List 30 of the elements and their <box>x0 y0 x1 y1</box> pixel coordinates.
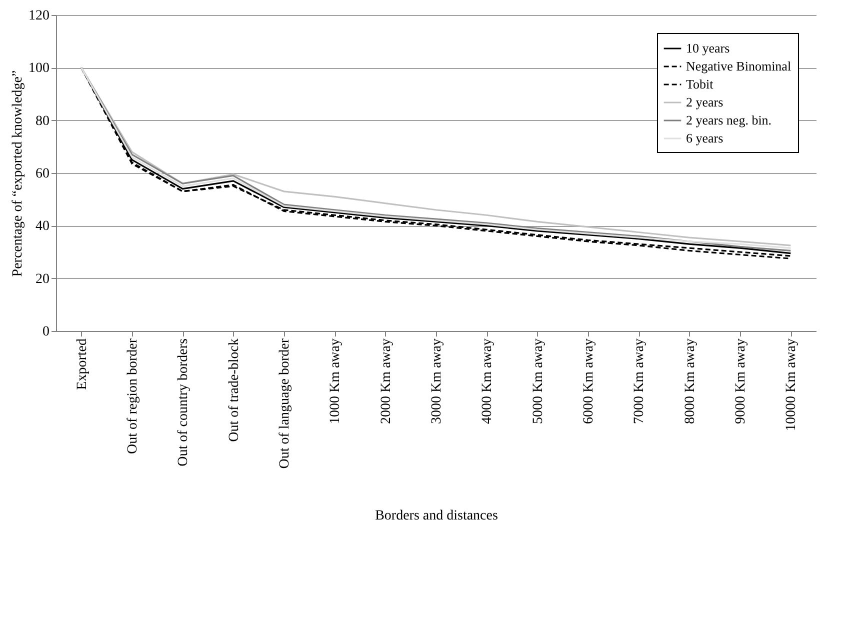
x-tick-label: 8000 Km away <box>682 338 698 424</box>
y-tick-label: 20 <box>36 272 50 287</box>
x-tick-label: 7000 Km away <box>632 338 648 424</box>
y-tick-label: 40 <box>36 219 50 234</box>
y-axis-title: Percentage of “exported knowledge” <box>10 70 26 277</box>
legend-label: 2 years <box>686 94 724 110</box>
legend-label: 2 years neg. bin. <box>686 112 772 128</box>
y-tick-label: 120 <box>28 8 50 24</box>
x-tick-label: 10000 Km away <box>784 338 800 432</box>
x-tick-label: 3000 Km away <box>430 338 444 424</box>
y-tick-label: 80 <box>36 114 50 129</box>
legend-label: 10 years <box>686 40 730 56</box>
x-axis-title: Borders and distances <box>375 508 498 524</box>
x-tick-label: Out of region border <box>126 338 140 454</box>
y-tick-label: 60 <box>36 166 50 182</box>
x-tick-label: 4000 Km away <box>480 338 496 424</box>
x-tick-label: 2000 Km away <box>378 338 394 424</box>
x-tick-label: 1000 Km away <box>328 338 344 424</box>
x-tick-label: Out of country borders <box>176 338 192 466</box>
x-tick-label: 9000 Km away <box>734 338 748 424</box>
x-tick-label: 5000 Km away <box>530 338 546 424</box>
legend-label: Tobit <box>686 76 714 92</box>
x-tick-label: 6000 Km away <box>582 338 596 424</box>
legend-label: 6 years <box>686 130 724 146</box>
y-tick-label: 100 <box>28 61 50 76</box>
x-tick-label: Exported <box>74 338 90 390</box>
x-tick-label: Out of trade-block <box>226 338 242 442</box>
x-tick-label: Out of language border <box>278 338 292 469</box>
legend-label: Negative Binominal <box>686 58 792 74</box>
y-tick-label: 0 <box>42 324 50 340</box>
